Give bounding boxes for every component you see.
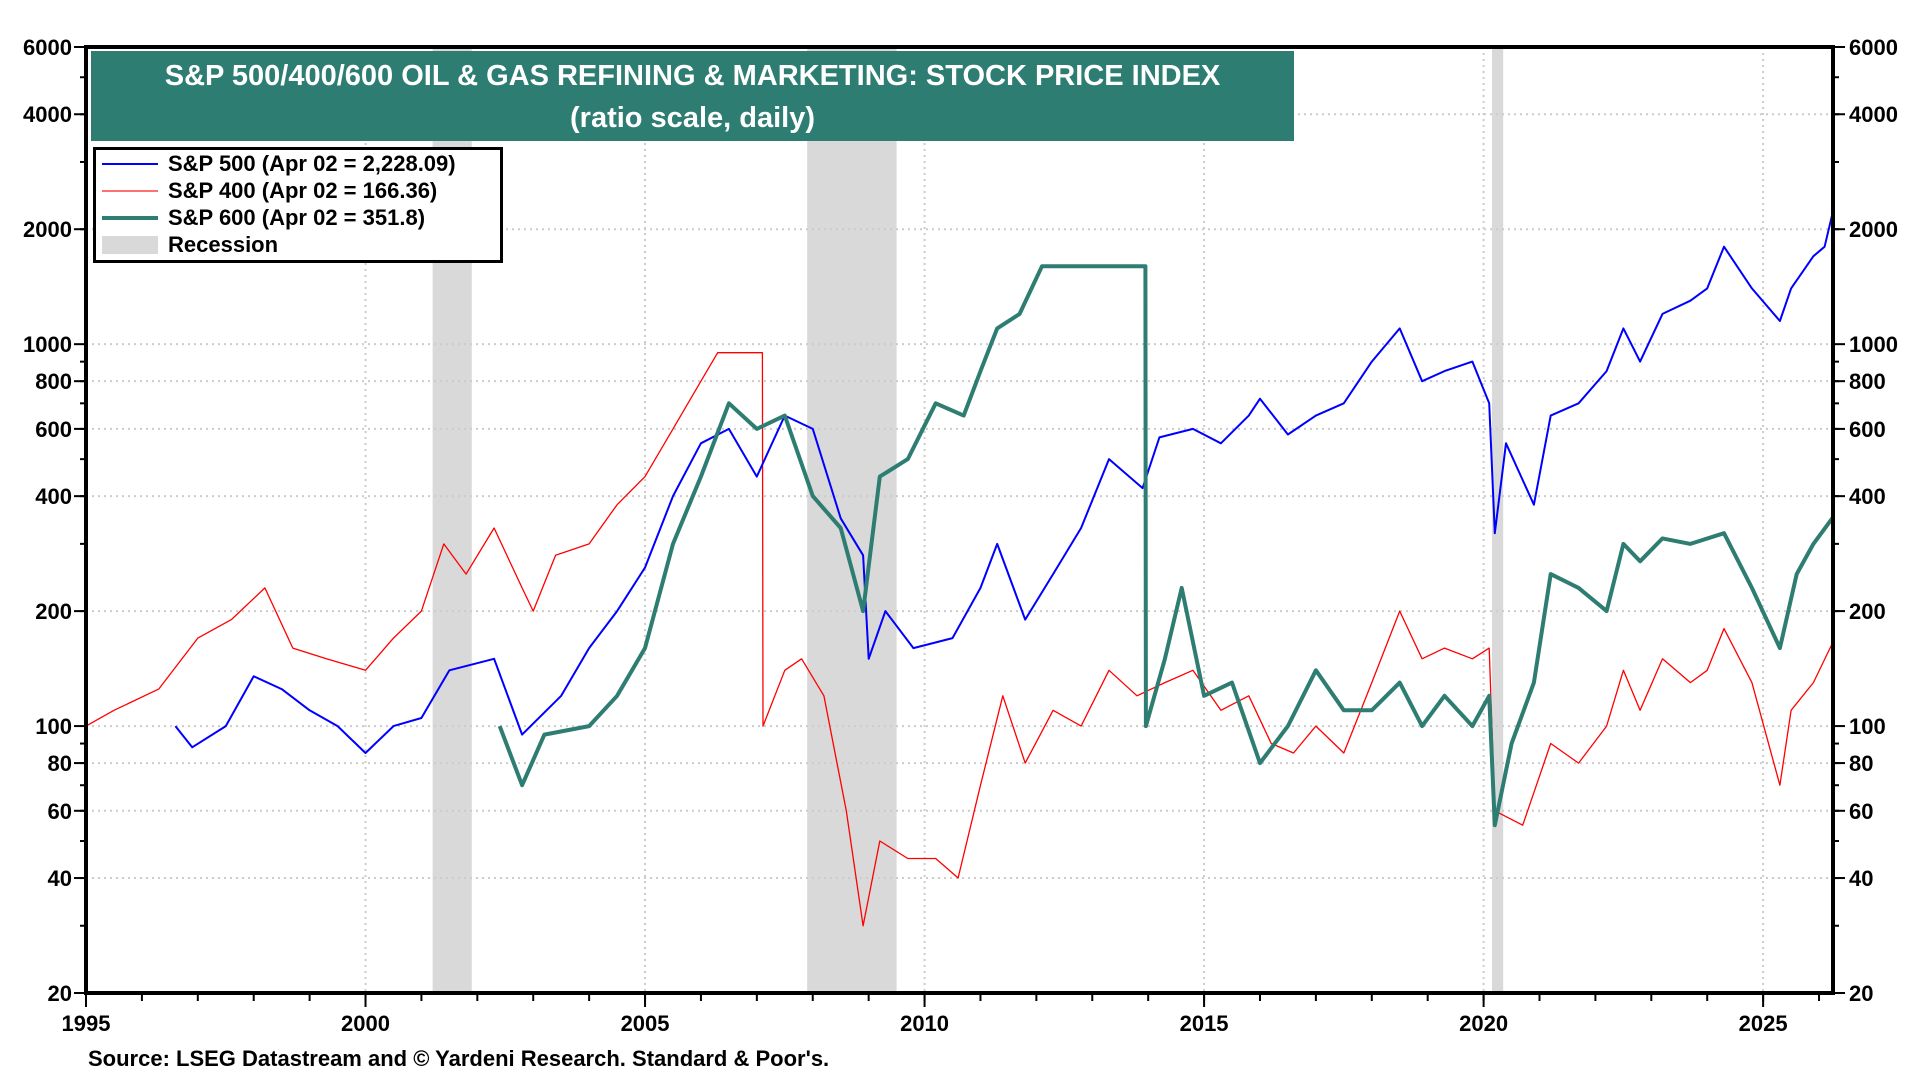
legend-swatch: [102, 189, 158, 192]
y-tick-label-right: 2000: [1849, 217, 1898, 242]
series-line-sp400: [85, 352, 1834, 927]
legend-item-sp400: S&P 400 (Apr 02 = 166.36): [96, 177, 500, 204]
plot-frame: [84, 45, 1835, 995]
y-tick-label-right: 20: [1849, 981, 1873, 1006]
legend-label: S&P 500 (Apr 02 = 2,228.09): [168, 150, 456, 176]
legend-swatch: [102, 235, 158, 254]
y-tick-label-right: 400: [1849, 484, 1886, 509]
y-tick-label-left: 6000: [23, 35, 72, 60]
y-tick-label-right: 6000: [1849, 35, 1898, 60]
y-tick-label-right: 200: [1849, 599, 1886, 624]
y-tick-label-left: 200: [35, 599, 72, 624]
legend-item-sp600: S&P 600 (Apr 02 = 351.8): [96, 204, 500, 231]
legend-item-recession: Recession: [96, 231, 500, 258]
legend-label: S&P 400 (Apr 02 = 166.36): [168, 177, 438, 203]
y-tick-label-left: 4000: [23, 102, 72, 127]
x-tick-label: 2000: [341, 1011, 390, 1036]
source-note: Source: LSEG Datastream and © Yardeni Re…: [88, 1046, 830, 1071]
y-tick-label-left: 60: [48, 799, 72, 824]
y-tick-label-left: 600: [35, 417, 72, 442]
legend-item-sp500: S&P 500 (Apr 02 = 2,228.09): [96, 150, 500, 177]
y-tick-label-left: 80: [48, 751, 72, 776]
legend-label: S&P 600 (Apr 02 = 351.8): [168, 204, 426, 230]
x-tick-label: 2005: [621, 1011, 670, 1036]
y-tick-label-right: 1000: [1849, 332, 1898, 357]
recession-band: [807, 47, 897, 993]
y-tick-label-right: 600: [1849, 417, 1886, 442]
x-tick-label: 2025: [1739, 1011, 1788, 1036]
chart-title: S&P 500/400/600 OIL & GAS REFINING & MAR…: [164, 60, 1221, 92]
x-tick-label: 1995: [62, 1011, 111, 1036]
legend-swatch: [102, 162, 158, 165]
series-line-sp600: [497, 264, 1835, 828]
legend: S&P 500 (Apr 02 = 2,228.09) S&P 400 (Apr…: [93, 147, 503, 263]
y-tick-label-right: 60: [1849, 799, 1873, 824]
series-line-sp500: [174, 211, 1834, 754]
legend-swatch: [102, 215, 158, 220]
y-tick-label-left: 100: [35, 714, 72, 739]
y-tick-label-right: 40: [1849, 866, 1873, 891]
y-tick-label-right: 100: [1849, 714, 1886, 739]
chart-subtitle: (ratio scale, daily): [570, 102, 815, 134]
y-tick-label-left: 1000: [23, 332, 72, 357]
x-tick-label: 2010: [900, 1011, 949, 1036]
y-tick-label-right: 800: [1849, 369, 1886, 394]
legend-label: Recession: [168, 231, 279, 257]
x-tick-label: 2020: [1459, 1011, 1508, 1036]
y-tick-label-left: 800: [35, 369, 72, 394]
x-tick-label: 2015: [1180, 1011, 1229, 1036]
y-tick-label-right: 4000: [1849, 102, 1898, 127]
y-tick-label-left: 40: [48, 866, 72, 891]
y-tick-label-right: 80: [1849, 751, 1873, 776]
recession-band: [1491, 47, 1504, 993]
y-tick-label-left: 2000: [23, 217, 72, 242]
y-tick-label-left: 400: [35, 484, 72, 509]
chart-title-box: S&P 500/400/600 OIL & GAS REFINING & MAR…: [91, 51, 1294, 141]
y-tick-label-left: 20: [48, 981, 72, 1006]
